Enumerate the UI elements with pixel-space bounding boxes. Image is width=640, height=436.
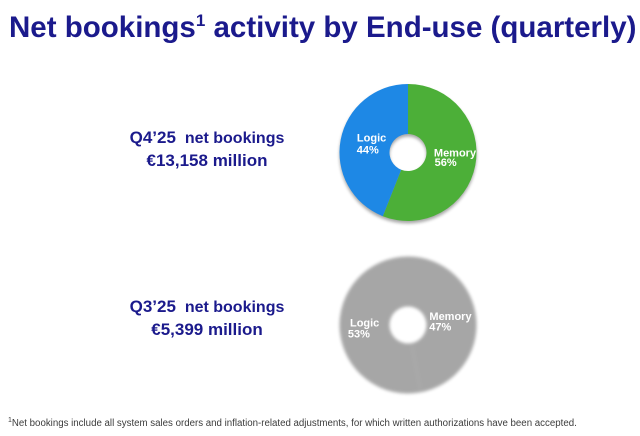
svg-text:56%: 56% bbox=[435, 157, 457, 169]
svg-text:Logic: Logic bbox=[357, 132, 386, 144]
svg-text:47%: 47% bbox=[429, 322, 451, 334]
svg-text:53%: 53% bbox=[348, 329, 370, 341]
svg-text:44%: 44% bbox=[357, 145, 379, 157]
